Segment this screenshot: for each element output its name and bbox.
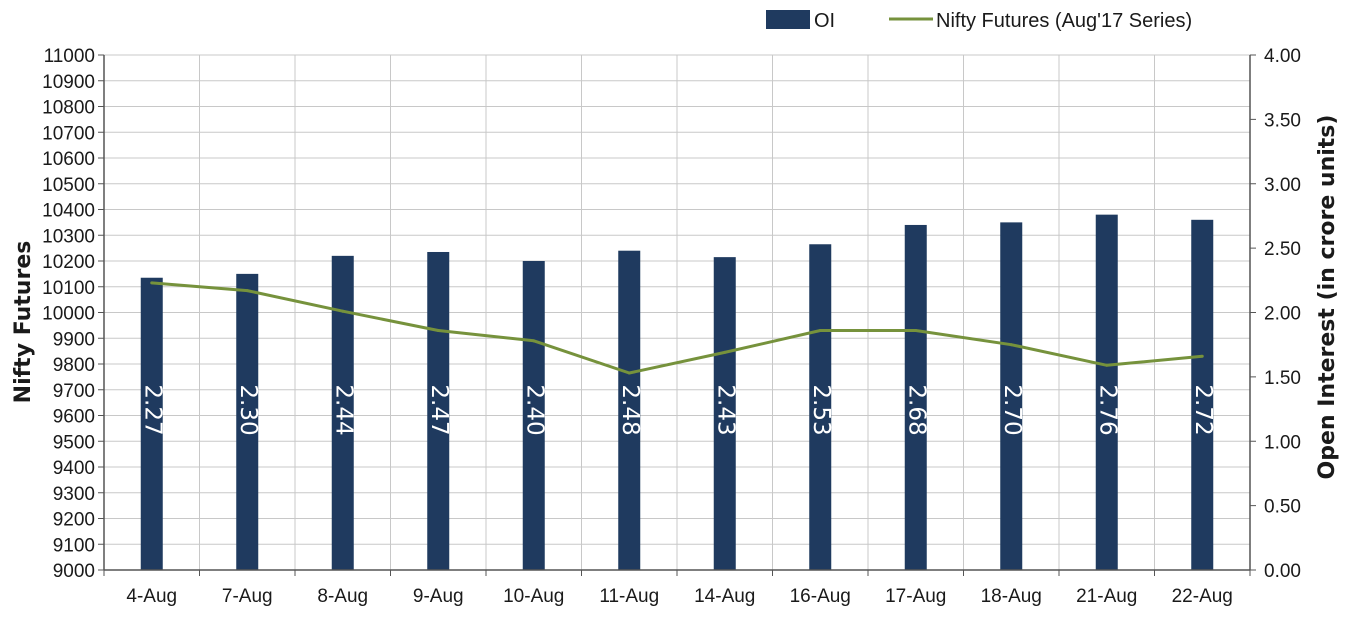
x-tick-label: 17-Aug bbox=[885, 586, 946, 607]
right-tick-label: 1.00 bbox=[1264, 432, 1301, 453]
oi-bar-value-label: 2.76 bbox=[1094, 384, 1120, 435]
right-tick-label: 1.50 bbox=[1264, 368, 1301, 389]
oi-bar bbox=[1095, 214, 1118, 570]
right-tick-label: 3.50 bbox=[1264, 110, 1301, 131]
oi-bar-value-label: 2.68 bbox=[903, 384, 929, 435]
nifty-futures-line bbox=[151, 281, 1203, 375]
right-tick-label: 2.00 bbox=[1264, 304, 1301, 325]
left-tick-label: 10300 bbox=[42, 226, 95, 247]
legend-label-nifty: Nifty Futures (Aug'17 Series) bbox=[936, 10, 1192, 32]
bars-layer bbox=[140, 214, 1214, 571]
left-tick-label: 9600 bbox=[53, 407, 95, 428]
left-tick-label: 10400 bbox=[42, 201, 95, 222]
grid-layer bbox=[103, 54, 1251, 571]
oi-bar bbox=[140, 277, 163, 570]
left-tick-label: 11000 bbox=[44, 46, 95, 67]
right-tick-label: 3.00 bbox=[1264, 175, 1301, 196]
oi-bar-value-label: 2.72 bbox=[1190, 384, 1216, 435]
legend-swatch-oi bbox=[766, 10, 810, 29]
oi-bar-value-label: 2.47 bbox=[426, 384, 452, 435]
right-tick-label: 0.50 bbox=[1264, 497, 1301, 518]
x-tick-label: 4-Aug bbox=[126, 586, 177, 607]
nifty-futures-point bbox=[1200, 354, 1204, 358]
nifty-futures-point bbox=[1009, 343, 1013, 347]
right-tick-label: 4.00 bbox=[1264, 46, 1301, 67]
x-tick-label: 18-Aug bbox=[981, 586, 1042, 607]
nifty-futures-point bbox=[1105, 363, 1109, 367]
x-tick-label: 21-Aug bbox=[1076, 586, 1137, 607]
oi-bar bbox=[809, 244, 832, 570]
oi-bar-value-label: 2.53 bbox=[808, 384, 834, 435]
nifty-futures-point bbox=[532, 339, 536, 343]
nifty-futures-point bbox=[627, 371, 631, 375]
oi-bar bbox=[904, 224, 927, 570]
nifty-futures-point bbox=[914, 329, 918, 333]
nifty-futures-point bbox=[245, 289, 249, 293]
oi-bar bbox=[1191, 219, 1214, 571]
oi-bar bbox=[618, 250, 641, 570]
oi-bar bbox=[1000, 222, 1023, 570]
oi-bar bbox=[522, 261, 545, 570]
left-tick-label: 10200 bbox=[42, 252, 95, 273]
left-tick-label: 9200 bbox=[53, 510, 95, 531]
right-tick-label: 0.00 bbox=[1264, 561, 1301, 582]
left-tick-label: 9900 bbox=[53, 329, 95, 350]
oi-bar-value-label: 2.40 bbox=[521, 384, 547, 435]
left-tick-label: 9400 bbox=[53, 458, 95, 479]
x-tick-label: 9-Aug bbox=[413, 586, 464, 607]
left-tick-label: 10000 bbox=[42, 304, 95, 325]
left-tick-label: 10900 bbox=[42, 72, 95, 93]
x-tick-label: 10-Aug bbox=[503, 586, 564, 607]
x-tick-label: 22-Aug bbox=[1172, 586, 1233, 607]
left-tick-label: 10600 bbox=[42, 149, 95, 170]
legend-label-oi: OI bbox=[814, 10, 835, 32]
left-tick-label: 10500 bbox=[42, 175, 95, 196]
right-tick-label: 2.50 bbox=[1264, 239, 1301, 260]
x-tick-label: 11-Aug bbox=[599, 586, 659, 607]
oi-bar-value-label: 2.48 bbox=[617, 384, 643, 435]
left-axis-title: Nifty Futures bbox=[11, 241, 36, 404]
oi-bar bbox=[713, 257, 736, 570]
legend: OI Nifty Futures (Aug'17 Series) bbox=[766, 10, 1192, 32]
left-tick-label: 9700 bbox=[53, 381, 95, 402]
x-tick-label: 7-Aug bbox=[222, 586, 273, 607]
oi-bar-value-label: 2.27 bbox=[139, 384, 165, 435]
x-tick-label: 8-Aug bbox=[317, 586, 368, 607]
left-tick-label: 9800 bbox=[53, 355, 95, 376]
left-tick-label: 9000 bbox=[53, 561, 95, 582]
oi-bar-value-label: 2.44 bbox=[330, 384, 356, 435]
nifty-futures-point bbox=[436, 329, 440, 333]
left-tick-label: 9500 bbox=[53, 432, 95, 453]
nifty-futures-point bbox=[341, 309, 345, 313]
oi-bar-value-label: 2.30 bbox=[235, 384, 261, 435]
right-axis-title: Open Interest (in crore units) bbox=[1315, 115, 1340, 480]
nifty-futures-point bbox=[150, 281, 154, 285]
x-tick-label: 16-Aug bbox=[790, 586, 851, 607]
x-tick-label: 14-Aug bbox=[694, 586, 755, 607]
oi-bar-value-label: 2.70 bbox=[999, 384, 1025, 435]
nifty-futures-point bbox=[723, 350, 727, 354]
axes-layer: 9000 9100 9200 9300 9400 9500 9600 9700 9800 9900… bbox=[42, 46, 1301, 607]
left-tick-label: 9300 bbox=[53, 484, 95, 505]
nifty-futures-point bbox=[818, 329, 822, 333]
oi-bar-value-label: 2.43 bbox=[712, 384, 738, 435]
oi-bar bbox=[236, 273, 259, 570]
left-tick-label: 9100 bbox=[53, 535, 95, 556]
left-tick-label: 10800 bbox=[42, 98, 95, 119]
oi-bar bbox=[331, 255, 354, 570]
left-tick-label: 10100 bbox=[42, 278, 95, 299]
line-layer: 2.27 2.30 2.44 2.47 2.40 2.48 2.43 2.53 2.68 2.70… bbox=[139, 281, 1216, 436]
left-tick-label: 10700 bbox=[42, 123, 95, 144]
